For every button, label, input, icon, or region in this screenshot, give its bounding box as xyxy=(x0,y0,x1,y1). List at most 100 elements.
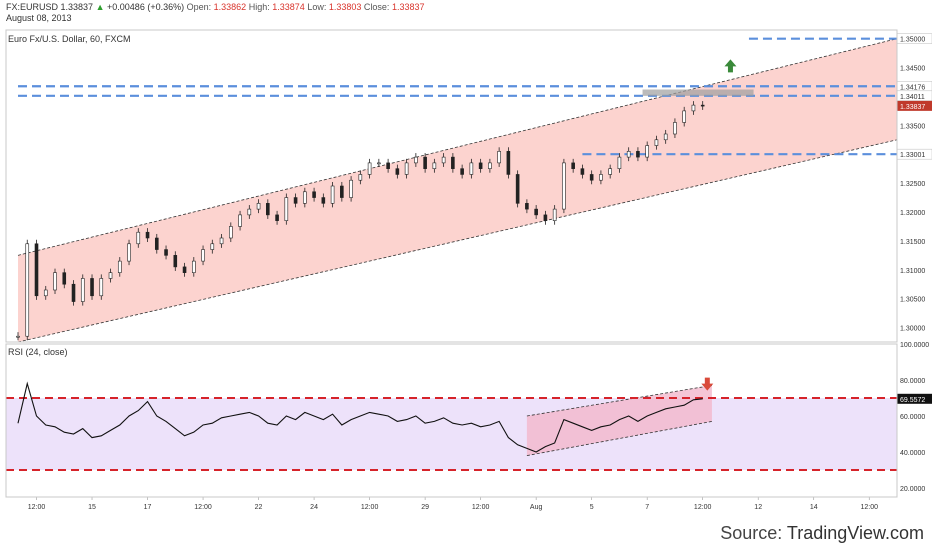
candle-body xyxy=(164,249,168,256)
candle-body xyxy=(303,191,307,204)
candle-body xyxy=(645,145,649,158)
time-axis-label: 5 xyxy=(590,504,594,511)
candle-body xyxy=(497,151,501,164)
candle-body xyxy=(182,266,187,273)
rsi-axis-label: 60.0000 xyxy=(900,414,925,421)
rsi-axis-label: 20.0000 xyxy=(900,486,925,493)
candle-body xyxy=(534,208,538,216)
candle-body xyxy=(108,272,113,279)
chart-date: August 08, 2013 xyxy=(6,13,72,23)
candle-body xyxy=(700,104,705,107)
time-axis-label: 24 xyxy=(310,504,318,511)
rsi-pane[interactable]: 100.0000 80.0000 69.5572 60.0000 40.0000 20.0… xyxy=(6,342,932,493)
candle-body xyxy=(71,283,76,302)
candle-body xyxy=(358,174,363,181)
rsi-last-value-tag xyxy=(897,393,932,404)
time-axis-label: 15 xyxy=(88,504,96,511)
open-label: Open: xyxy=(186,2,212,12)
symbol-label: FX:EURUSD xyxy=(6,2,59,12)
candle-body xyxy=(506,151,511,175)
low-value: 1.33803 xyxy=(328,2,362,12)
candle-body xyxy=(377,162,381,165)
candle-body xyxy=(589,174,594,181)
candle-body xyxy=(219,237,224,245)
candle-body xyxy=(117,260,122,273)
candle-body xyxy=(414,156,418,164)
time-axis-label: 12:00 xyxy=(472,504,490,511)
candle-body xyxy=(247,208,252,216)
candle-body xyxy=(312,191,316,198)
candle-body xyxy=(691,104,696,112)
candle-body xyxy=(432,162,437,169)
candle-body xyxy=(136,231,141,245)
time-axis-label: 22 xyxy=(255,504,263,511)
candle-body xyxy=(201,249,205,262)
candle-body xyxy=(25,243,30,337)
candle-body xyxy=(238,214,242,227)
channel-upper-line xyxy=(17,38,898,256)
price-axis-label: 1.35000 xyxy=(900,37,925,44)
price-pane[interactable]: 1.35000 1.34500 1.34176 1.34011 1.33837 1.335… xyxy=(16,33,932,343)
close-value: 1.33837 xyxy=(391,2,425,12)
candle-body xyxy=(284,197,289,221)
candle-body xyxy=(16,335,20,338)
candle-body xyxy=(543,214,548,221)
time-axis-label: 12:00 xyxy=(860,504,878,511)
rsi-channel-lower-line xyxy=(526,421,713,456)
price-pane-frame xyxy=(5,29,898,343)
candle-body xyxy=(127,243,131,262)
candle-body xyxy=(608,168,612,175)
candle-body xyxy=(673,122,677,135)
candle-body xyxy=(395,168,400,175)
candle-body xyxy=(293,197,298,204)
candle-body xyxy=(43,289,48,297)
change-up-icon: ▲ xyxy=(95,2,105,12)
candle-body xyxy=(580,168,585,175)
candle-body xyxy=(451,156,455,169)
time-axis-label: 7 xyxy=(645,504,649,511)
candle-body xyxy=(80,278,85,302)
time-axis-label: 12:00 xyxy=(361,504,379,511)
high-value: 1.33874 xyxy=(272,2,305,12)
candle-body xyxy=(330,185,335,204)
high-label: High: xyxy=(248,2,270,12)
candle-body xyxy=(192,260,196,273)
candle-body xyxy=(571,162,575,169)
rsi-band-fill xyxy=(6,398,897,470)
candle-body xyxy=(275,214,279,221)
price-axis-label: 1.33837 xyxy=(900,104,925,111)
source-credit: Source: TradingView.com xyxy=(720,523,924,544)
last-price-value: 1.33837 xyxy=(60,2,94,12)
rsi-axis-label: 100.0000 xyxy=(900,342,929,349)
open-value: 1.33862 xyxy=(213,2,247,12)
credit-prefix: Source: xyxy=(720,523,787,543)
candle-body xyxy=(617,156,622,169)
candle-body xyxy=(404,162,409,175)
candle-body xyxy=(256,203,261,210)
time-axis-label: 14 xyxy=(810,504,818,511)
candle-body xyxy=(145,231,150,239)
candle-body xyxy=(515,174,520,204)
resistance-box xyxy=(642,89,754,96)
rsi-title: RSI (24, close) xyxy=(8,347,68,357)
time-axis-label: 29 xyxy=(421,504,429,511)
candle-body xyxy=(349,179,353,198)
price-axis-label: 1.34011 xyxy=(900,94,925,101)
candle-body xyxy=(562,162,566,210)
rsi-axis-label: 69.5572 xyxy=(900,397,925,404)
candle-body xyxy=(34,243,39,297)
candle-body xyxy=(636,151,640,158)
time-axis: 12:00 15 17 12:00 22 24 12:00 29 12:00 Aug 5 7 12:00… xyxy=(28,497,878,511)
candle-body xyxy=(663,133,668,141)
candle-body xyxy=(441,156,446,164)
price-axis-label: 1.32000 xyxy=(900,210,925,217)
price-axis-label: 1.30500 xyxy=(900,297,925,304)
candle-body xyxy=(626,151,631,158)
price-axis-label: 1.34500 xyxy=(900,66,925,73)
candle-body xyxy=(321,197,326,204)
price-axis-label: 1.34176 xyxy=(900,84,925,91)
rsi-channel-fill xyxy=(526,385,712,456)
candle-body xyxy=(460,168,464,175)
candle-body xyxy=(423,156,427,169)
